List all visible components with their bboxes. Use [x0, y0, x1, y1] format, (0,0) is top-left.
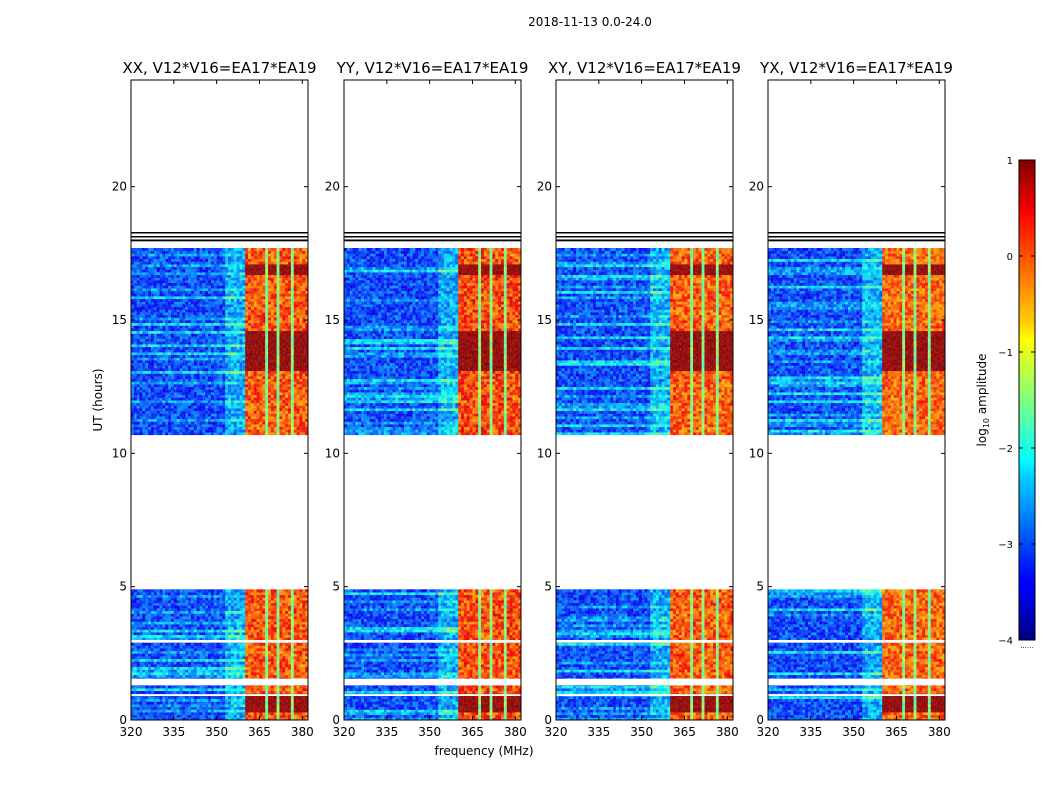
figure-suptitle: 2018-11-13 0.0-24.0	[528, 15, 652, 29]
figure: 2018-11-13 0.0-24.0 XX, V12*V16=EA17*EA1…	[0, 0, 1050, 800]
